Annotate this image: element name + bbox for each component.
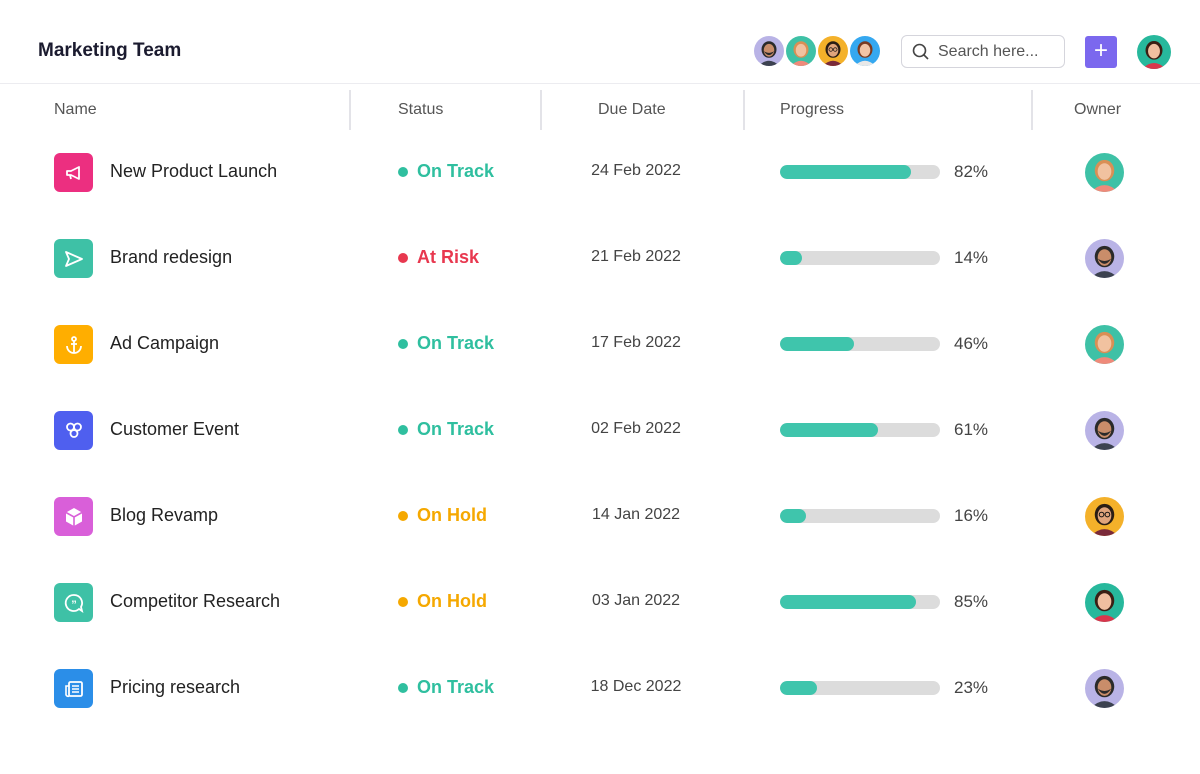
progress-percent: 46% xyxy=(954,334,989,353)
search-box[interactable] xyxy=(901,35,1065,68)
add-button[interactable]: + xyxy=(1085,36,1117,68)
column-divider[interactable] xyxy=(349,90,351,130)
column-header-progress[interactable]: Progress xyxy=(780,101,845,118)
status-dot xyxy=(398,425,408,435)
top-bar: Marketing Team + xyxy=(0,0,1200,84)
due-date: 03 Jan 2022 xyxy=(591,592,681,609)
status-badge[interactable]: On Track xyxy=(417,677,495,697)
status-badge[interactable]: On Hold xyxy=(417,505,487,525)
column-divider[interactable] xyxy=(1031,90,1033,130)
progress-bar xyxy=(780,337,940,351)
progress-fill xyxy=(780,337,854,351)
column-divider[interactable] xyxy=(743,90,745,130)
progress-fill xyxy=(780,595,916,609)
progress-bar xyxy=(780,509,940,523)
project-name[interactable]: Blog Revamp xyxy=(110,505,219,525)
progress-percent: 14% xyxy=(954,248,989,267)
table-row[interactable]: Pricing research On Track 18 Dec 2022 23… xyxy=(0,669,1200,774)
due-date: 02 Feb 2022 xyxy=(591,420,681,437)
progress-bar xyxy=(780,423,940,437)
progress-bar xyxy=(780,251,940,265)
project-name[interactable]: Brand redesign xyxy=(110,247,233,267)
owner-avatar[interactable] xyxy=(1085,239,1124,278)
status-dot xyxy=(398,597,408,607)
user-avatar[interactable] xyxy=(1137,35,1171,69)
team-avatar[interactable] xyxy=(816,34,850,68)
due-date: 17 Feb 2022 xyxy=(591,334,681,351)
progress-percent: 16% xyxy=(954,506,989,525)
hexagons-icon xyxy=(54,411,93,450)
newspaper-icon xyxy=(54,669,93,708)
progress-fill xyxy=(780,423,878,437)
progress-percent: 85% xyxy=(954,592,989,611)
column-divider[interactable] xyxy=(540,90,542,130)
owner-avatar[interactable] xyxy=(1085,153,1124,192)
progress-bar xyxy=(780,595,940,609)
owner-avatar[interactable] xyxy=(1085,669,1124,708)
table-row[interactable]: Customer Event On Track 02 Feb 2022 61% xyxy=(0,411,1200,516)
team-avatar[interactable] xyxy=(784,34,818,68)
due-date: 24 Feb 2022 xyxy=(591,162,681,179)
progress-percent: 82% xyxy=(954,162,989,181)
owner-avatar[interactable] xyxy=(1085,325,1124,364)
search-icon xyxy=(912,43,929,60)
table-row[interactable]: Blog Revamp On Hold 14 Jan 2022 16% xyxy=(0,497,1200,602)
due-date: 18 Dec 2022 xyxy=(590,678,682,695)
project-name[interactable]: Customer Event xyxy=(110,419,240,439)
project-name[interactable]: Pricing research xyxy=(110,677,241,697)
owner-avatar[interactable] xyxy=(1085,411,1124,450)
column-header-owner[interactable]: Owner xyxy=(1074,101,1122,118)
column-header-due-date[interactable]: Due Date xyxy=(598,101,666,118)
table-row[interactable]: Brand redesign At Risk 21 Feb 2022 14% xyxy=(0,239,1200,344)
status-badge[interactable]: On Track xyxy=(417,419,495,439)
megaphone-icon xyxy=(54,153,93,192)
status-dot xyxy=(398,339,408,349)
progress-fill xyxy=(780,165,912,179)
progress-bar xyxy=(780,165,940,179)
progress-fill xyxy=(780,509,806,523)
project-name[interactable]: Ad Campaign xyxy=(110,333,220,353)
send-icon xyxy=(54,239,93,278)
status-badge[interactable]: At Risk xyxy=(417,247,480,267)
team-avatar[interactable] xyxy=(752,34,786,68)
project-name[interactable]: New Product Launch xyxy=(110,161,278,181)
status-dot xyxy=(398,167,408,177)
status-dot xyxy=(398,511,408,521)
table-row[interactable]: Ad Campaign On Track 17 Feb 2022 46% xyxy=(0,325,1200,430)
progress-fill xyxy=(780,681,817,695)
progress-fill xyxy=(780,251,803,265)
status-dot xyxy=(398,683,408,693)
status-badge[interactable]: On Track xyxy=(417,333,495,353)
progress-percent: 61% xyxy=(954,420,989,439)
table-row[interactable]: New Product Launch On Track 24 Feb 2022 … xyxy=(0,153,1200,258)
column-header-name[interactable]: Name xyxy=(54,101,97,118)
column-header-status[interactable]: Status xyxy=(398,101,444,118)
team-avatar[interactable] xyxy=(848,34,882,68)
owner-avatar[interactable] xyxy=(1085,497,1124,536)
table-row[interactable]: ” Competitor Research On Hold 03 Jan 202… xyxy=(0,583,1200,688)
progress-bar xyxy=(780,681,940,695)
anchor-icon xyxy=(54,325,93,364)
svg-text:”: ” xyxy=(71,599,77,611)
due-date: 14 Jan 2022 xyxy=(591,506,681,523)
progress-percent: 23% xyxy=(954,678,989,697)
project-name[interactable]: Competitor Research xyxy=(110,591,281,611)
status-badge[interactable]: On Track xyxy=(417,161,495,181)
search-input[interactable] xyxy=(938,42,1058,61)
quote-bubble-icon: ” xyxy=(54,583,93,622)
status-badge[interactable]: On Hold xyxy=(417,591,487,611)
status-dot xyxy=(398,253,408,263)
owner-avatar[interactable] xyxy=(1085,583,1124,622)
cube-icon xyxy=(54,497,93,536)
page-title: Marketing Team xyxy=(38,40,182,61)
due-date: 21 Feb 2022 xyxy=(591,248,681,265)
